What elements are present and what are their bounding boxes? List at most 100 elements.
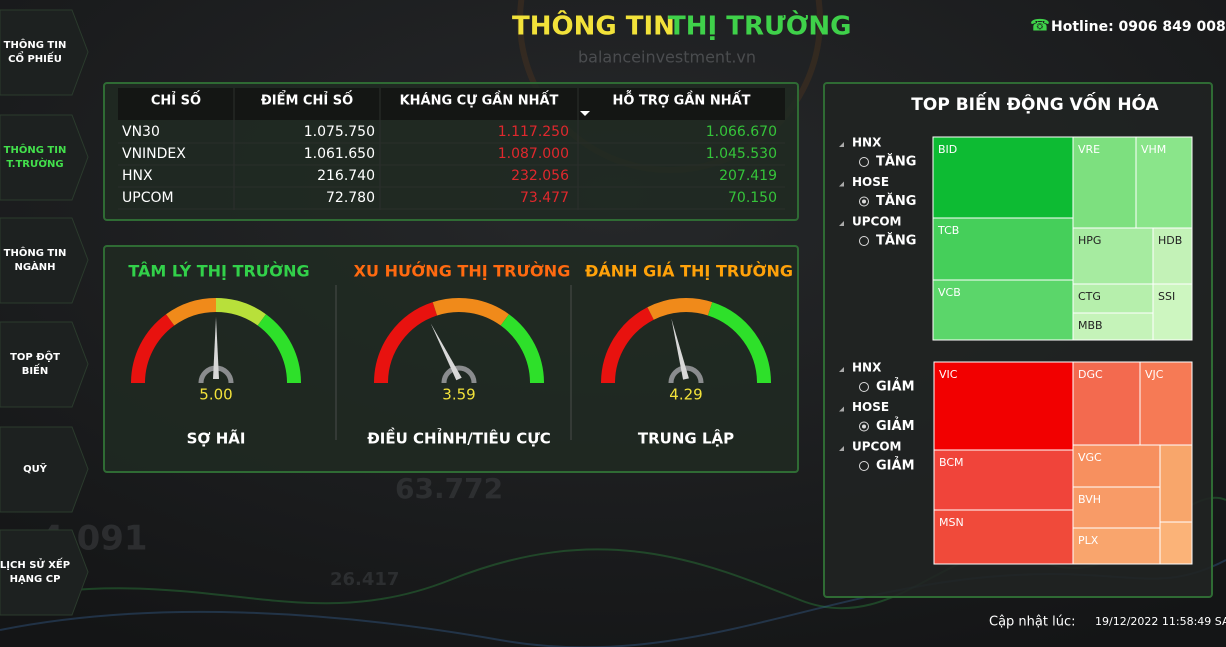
treemap-tile[interactable] <box>1072 227 1154 285</box>
cell: 72.780 <box>326 190 375 206</box>
cell: 207.419 <box>719 168 777 184</box>
radio-dot <box>862 199 866 204</box>
nav-label[interactable]: QUỸ <box>23 462 48 475</box>
tile-label: HDB <box>1158 234 1182 247</box>
nav-item[interactable] <box>0 321 89 408</box>
radio[interactable] <box>859 421 869 432</box>
exchange-label: UPCOM <box>852 440 902 454</box>
treemap-tile[interactable] <box>932 217 1074 281</box>
cell: 1.045.530 <box>706 146 777 162</box>
radio-label[interactable]: TĂNG <box>876 233 916 249</box>
group-marker <box>839 367 844 372</box>
hotline: Hotline: 0906 849 008 <box>1051 19 1226 35</box>
radio-label[interactable]: TĂNG <box>876 193 916 209</box>
treemap-tile[interactable] <box>1135 136 1193 229</box>
nav-label[interactable]: LỊCH SỬ XẾP HẠNG CP <box>0 556 70 585</box>
table-header-bg <box>118 88 785 120</box>
radio[interactable] <box>859 236 869 246</box>
gauge-band <box>500 314 544 384</box>
treemap-tile[interactable] <box>933 449 1074 511</box>
tile-label: BCM <box>939 456 964 469</box>
radio[interactable] <box>859 157 869 167</box>
treemap-tile[interactable] <box>1072 486 1161 529</box>
gauge-band <box>257 314 301 384</box>
column-header: CHỈ SỐ <box>151 91 201 109</box>
gauge-needle <box>213 317 219 379</box>
treemap-tile[interactable] <box>933 361 1074 451</box>
column-header: KHÁNG CỰ GẦN NHẤT <box>400 91 559 109</box>
tile-label: BVH <box>1078 493 1101 506</box>
update-time: 19/12/2022 11:58:49 SA <box>1095 615 1226 628</box>
cell: 1.087.000 <box>498 146 569 162</box>
gauge-value: 3.59 <box>442 386 475 404</box>
title: THÔNG TIN <box>512 10 675 42</box>
cell: VNINDEX <box>122 146 186 162</box>
treemap-tile[interactable] <box>932 279 1074 341</box>
treemap-tile[interactable] <box>1159 521 1193 565</box>
treemap-tile[interactable] <box>1072 527 1161 565</box>
gauge-band <box>215 298 266 326</box>
gauge-band <box>432 298 509 326</box>
gauge-needle <box>430 323 462 381</box>
nav-item[interactable] <box>0 217 89 304</box>
radio-label[interactable]: GIẢM <box>876 417 915 434</box>
treemap-tile[interactable] <box>1152 283 1193 341</box>
gauge-value: 4.29 <box>669 386 702 404</box>
tile-label: TCB <box>937 224 959 237</box>
cell: 1.066.670 <box>706 124 777 140</box>
gauge-band <box>131 314 175 384</box>
group-marker <box>839 181 844 187</box>
nav-label[interactable]: THÔNG TIN NGÀNH <box>4 246 67 273</box>
nav-label[interactable]: THÔNG TIN CỔ PHIẾU <box>4 38 67 65</box>
cell: 216.740 <box>317 168 375 184</box>
gauge-title: XU HƯỚNG THỊ TRƯỜNG <box>354 262 571 281</box>
bg-number: 26.417 <box>330 569 399 590</box>
gauge-needle <box>671 318 689 380</box>
nav-item[interactable] <box>0 114 89 201</box>
gauge-status: SỢ HÃI <box>187 429 246 448</box>
treemap-tile[interactable] <box>1072 136 1137 229</box>
gauge-status: TRUNG LẬP <box>638 428 734 448</box>
cell: 73.477 <box>520 190 569 206</box>
exchange-label: HNX <box>852 361 882 375</box>
cell: 70.150 <box>728 190 777 206</box>
tile-label: MSN <box>939 516 964 529</box>
bg-number: 63.772 <box>395 472 503 505</box>
hotline-icon: ☎ <box>1030 16 1050 35</box>
cell: VN30 <box>122 124 160 140</box>
nav-label[interactable]: THÔNG TIN T.TRƯỜNG <box>4 143 67 170</box>
treemap-tile[interactable] <box>1159 444 1193 523</box>
radio-label[interactable]: GIẢM <box>876 457 915 474</box>
tile-label: MBB <box>1078 319 1103 332</box>
gauge-hub <box>441 365 477 384</box>
group-marker <box>839 406 844 412</box>
tile-label: VGC <box>1078 451 1102 464</box>
treemap-tile[interactable] <box>933 509 1074 565</box>
tile-label: VIC <box>939 368 958 381</box>
gauge-band <box>647 298 713 320</box>
exchange-label: HNX <box>852 136 882 150</box>
treemap-tile[interactable] <box>932 136 1074 219</box>
group-marker <box>839 142 844 147</box>
radio[interactable] <box>859 461 869 471</box>
gauge-band <box>601 307 654 384</box>
title: THỊ TRƯỜNG <box>668 10 852 42</box>
radio-label[interactable]: GIẢM <box>876 378 915 395</box>
cell: UPCOM <box>122 190 174 206</box>
gauge-hub <box>668 365 704 384</box>
gauge-value: 5.00 <box>199 386 232 404</box>
radio[interactable] <box>859 196 869 207</box>
tile-label: VJC <box>1145 368 1164 381</box>
nav-item[interactable] <box>0 9 89 96</box>
nav-label[interactable]: TOP ĐỘT BIẾN <box>10 350 60 377</box>
radio-label[interactable]: TĂNG <box>876 154 916 170</box>
gauge-band <box>166 298 217 326</box>
radio[interactable] <box>859 382 869 392</box>
nav-item[interactable] <box>0 529 89 616</box>
exchange-label: HOSE <box>852 175 889 189</box>
cell: 1.061.650 <box>304 146 375 162</box>
treemap-tile[interactable] <box>1152 227 1193 285</box>
nav-item[interactable] <box>0 426 89 513</box>
tile-label: VHM <box>1141 143 1166 156</box>
